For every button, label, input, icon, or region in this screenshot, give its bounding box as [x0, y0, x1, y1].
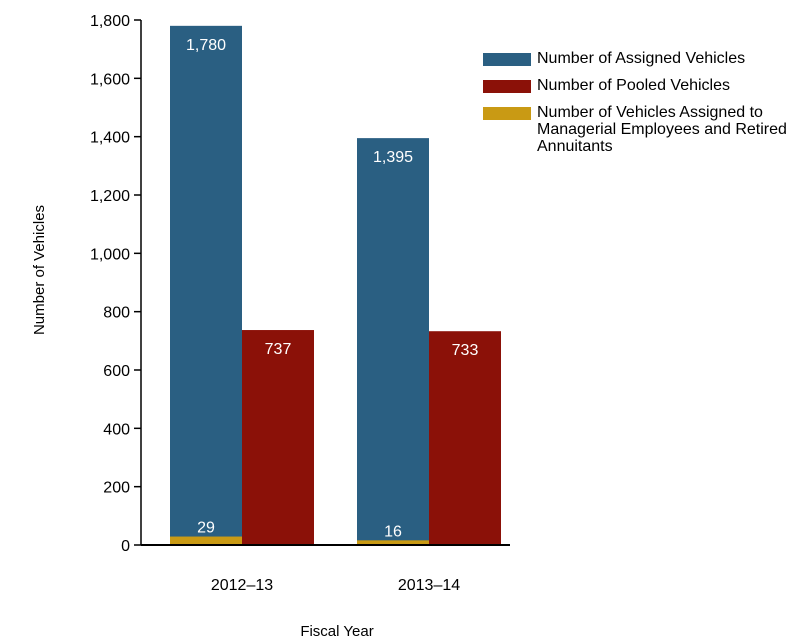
bar-managerial-vehicles [170, 536, 242, 545]
bars-group [170, 25, 501, 546]
data-label-pooled: 733 [452, 342, 479, 359]
data-label-pooled: 737 [265, 341, 292, 358]
y-tick-label: 200 [103, 480, 130, 497]
data-label-managerial: 16 [384, 523, 402, 540]
bar-pooled-vehicles [242, 330, 314, 545]
x-axis-labels: 2012–13 2013–14 [211, 577, 460, 594]
legend-label: Number of Vehicles Assigned to Manageria… [537, 104, 787, 155]
legend-item: Number of Vehicles Assigned to Manageria… [483, 104, 799, 155]
legend-item: Number of Pooled Vehicles [483, 77, 799, 94]
data-label-assigned: 1,395 [373, 149, 413, 166]
legend-label: Number of Pooled Vehicles [537, 77, 730, 94]
y-tick-label: 800 [103, 305, 130, 322]
bar-labels-group: 1,780 29 737 1,395 16 733 [186, 37, 478, 540]
y-tick-label: 1,600 [90, 71, 130, 88]
x-category-label: 2012–13 [211, 577, 273, 594]
bar-managerial-vehicles [357, 540, 429, 545]
legend: Number of Assigned Vehicles Number of Poo… [483, 50, 799, 165]
y-tick-label: 400 [103, 421, 130, 438]
y-tick-label: 1,200 [90, 188, 130, 205]
legend-swatch [483, 80, 531, 93]
legend-swatch [483, 107, 531, 120]
y-tick-label: 1,000 [90, 246, 130, 263]
data-label-assigned: 1,780 [186, 37, 226, 54]
y-tick-label: 1,800 [90, 13, 130, 30]
y-axis-ticks: 0 200 400 600 800 1,000 1,200 1,400 1,600 1,800 [90, 13, 141, 555]
bar-assigned-vehicles [357, 138, 429, 545]
y-axis-title: Number of Vehicles [31, 205, 48, 335]
bar-assigned-vehicles [170, 25, 242, 546]
y-tick-label: 0 [121, 538, 130, 555]
y-tick-label: 1,400 [90, 130, 130, 147]
bar-pooled-vehicles [429, 331, 501, 545]
legend-item: Number of Assigned Vehicles [483, 50, 799, 67]
y-tick-label: 600 [103, 363, 130, 380]
x-axis-title: Fiscal Year [300, 623, 373, 640]
data-label-managerial: 29 [197, 520, 215, 537]
legend-swatch [483, 53, 531, 66]
legend-label: Number of Assigned Vehicles [537, 50, 746, 67]
x-category-label: 2013–14 [398, 577, 460, 594]
